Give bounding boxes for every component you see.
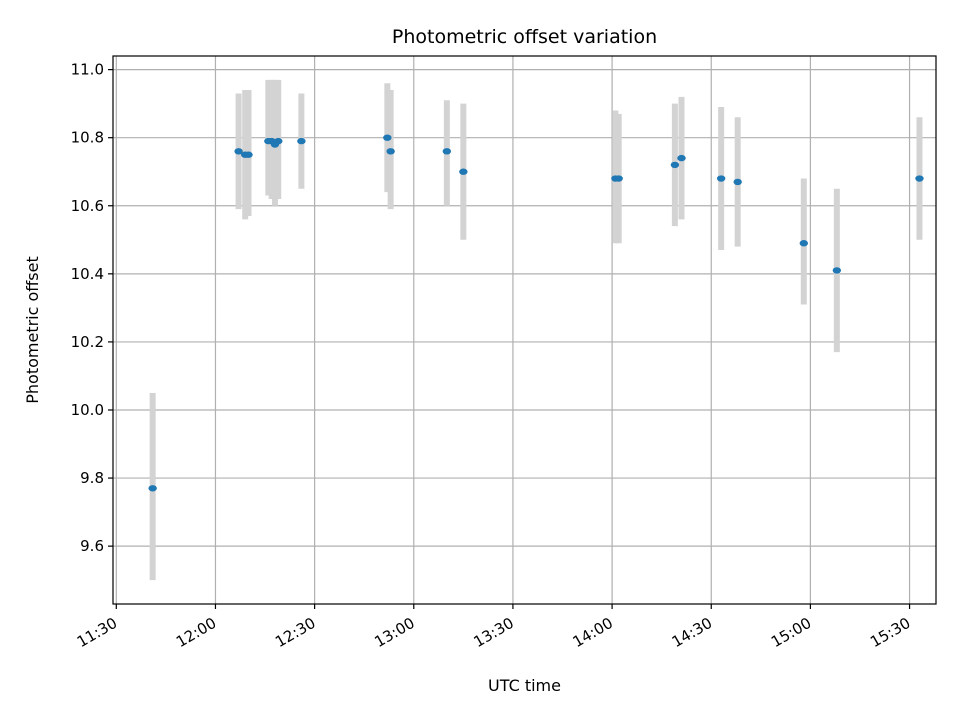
data-points [148, 134, 924, 492]
data-point [733, 178, 742, 186]
y-tick-label: 11.0 [71, 61, 104, 79]
data-point [459, 168, 468, 175]
y-tick-label: 10.4 [71, 265, 104, 283]
data-point [234, 148, 243, 155]
data-point [832, 267, 842, 274]
data-point [274, 137, 283, 145]
data-point [799, 240, 808, 247]
data-point [677, 154, 686, 162]
x-axis-title: UTC time [488, 676, 561, 695]
data-point [670, 161, 680, 169]
y-tick-label: 9.8 [80, 469, 104, 487]
plot-area-frame [112, 55, 937, 605]
y-tick-label: 10.6 [71, 197, 104, 215]
data-point [386, 148, 395, 155]
grid [113, 56, 936, 604]
data-point [244, 151, 253, 158]
y-tick-label: 10.2 [71, 333, 104, 351]
y-tick-label: 9.6 [80, 537, 104, 555]
data-point [915, 175, 924, 182]
y-tick-label: 10.8 [71, 129, 104, 147]
y-axis-title: Photometric offset [23, 256, 42, 404]
data-point [614, 175, 623, 182]
y-tick-label: 10.0 [71, 401, 104, 419]
data-point [148, 485, 157, 492]
data-point [383, 134, 392, 141]
data-point [442, 148, 452, 155]
data-point [297, 137, 306, 145]
chart-title: Photometric offset variation [392, 26, 657, 48]
data-point [716, 175, 726, 182]
y-axis: 9.6 9.8 10.0 10.2 10.4 10.6 10.8 11.0 [71, 61, 113, 555]
